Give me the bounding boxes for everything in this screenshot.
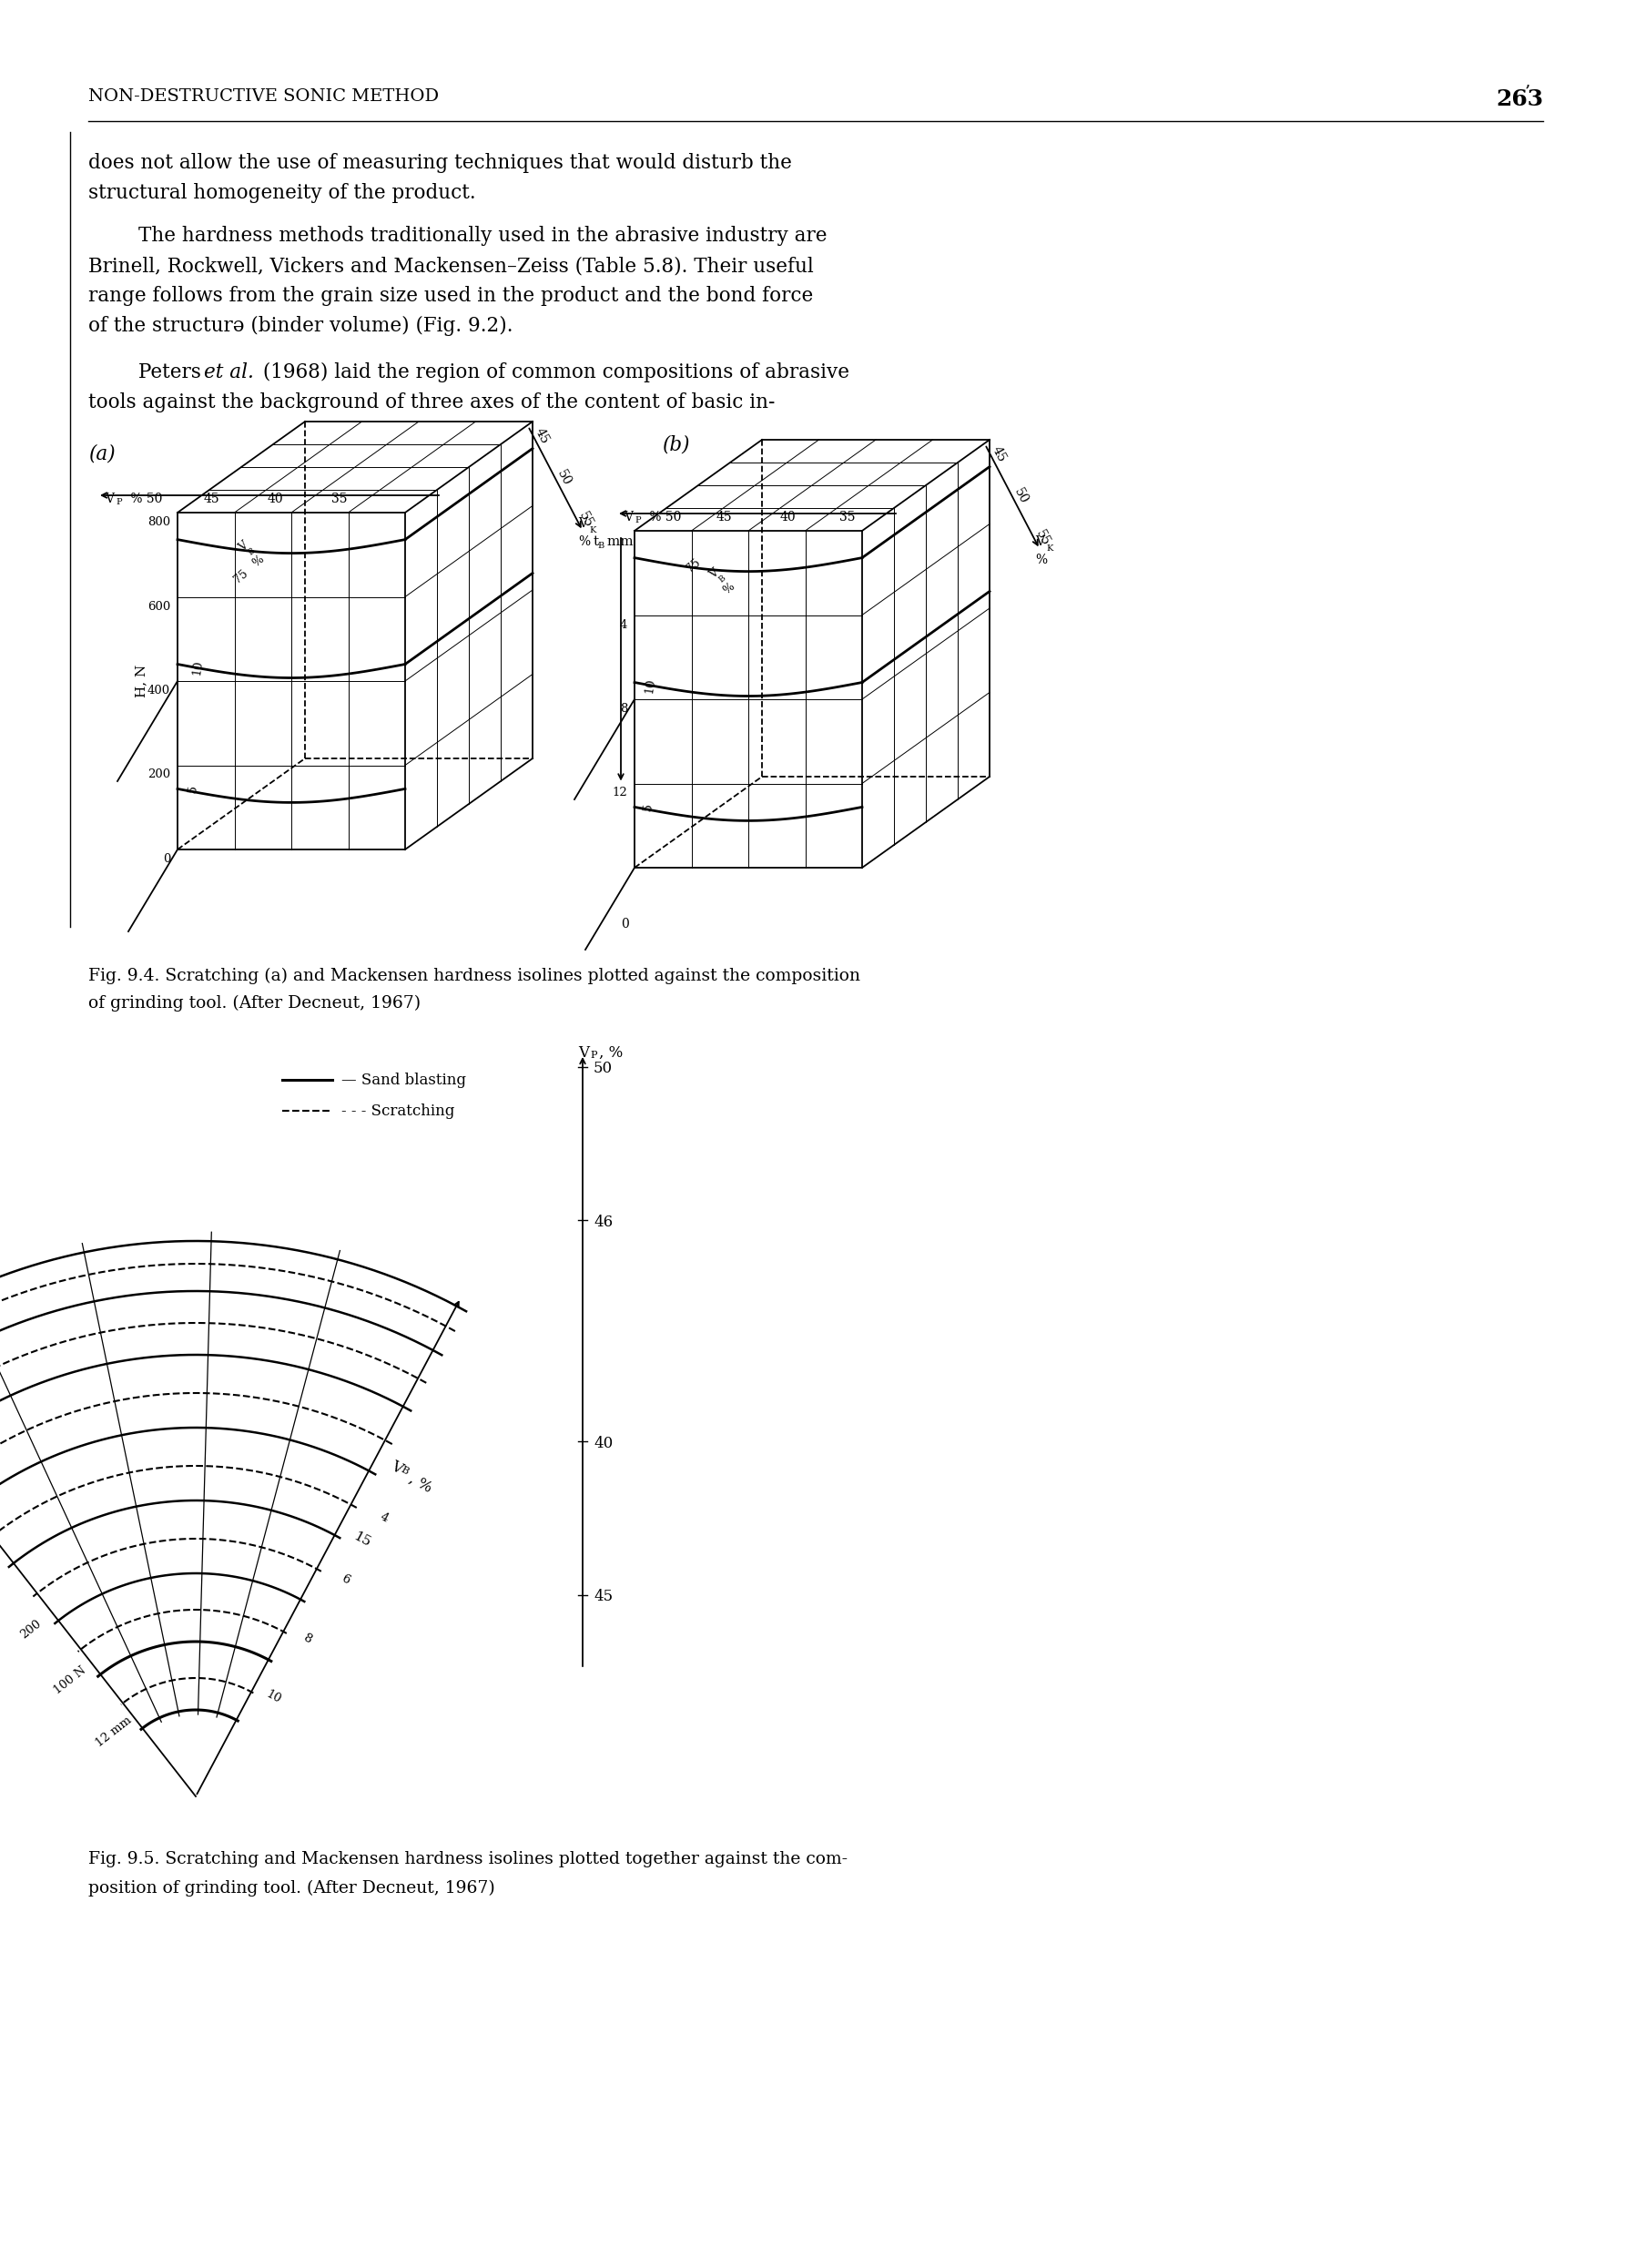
Text: K: K [1046,544,1053,553]
Text: 10: 10 [263,1687,283,1706]
Text: 10: 10 [644,678,658,694]
Text: 800: 800 [148,517,171,528]
Text: , %: , % [406,1472,434,1497]
Text: P: P [115,499,122,506]
Text: tools against the background of three axes of the content of basic in-: tools against the background of three ax… [88,392,775,413]
Text: 50: 50 [593,1061,613,1077]
Text: %: % [722,581,738,596]
Text: 35: 35 [332,492,348,506]
Text: 45: 45 [593,1590,613,1606]
Text: 400: 400 [148,685,171,696]
Text: 200: 200 [18,1617,44,1640]
Text: 5: 5 [187,785,200,794]
Text: %: % [250,553,266,569]
Text: V: V [707,567,722,581]
Text: %: % [578,535,590,549]
Text: P: P [634,517,640,524]
Text: 15: 15 [351,1529,374,1549]
Text: of grinding tool. (After Decneut, 1967): of grinding tool. (After Decneut, 1967) [88,996,421,1012]
Text: V: V [624,510,632,524]
Text: ’: ’ [1524,84,1531,100]
Text: B: B [247,547,257,556]
Text: — Sand blasting: — Sand blasting [341,1073,466,1089]
Text: B: B [598,542,604,549]
Text: (1968) laid the region of common compositions of abrasive: (1968) laid the region of common composi… [257,363,850,383]
Text: 55: 55 [577,510,595,531]
Text: 8: 8 [619,703,627,714]
Text: 6: 6 [340,1572,351,1585]
Text: 600: 600 [148,601,171,612]
Text: (a): (a) [88,445,115,465]
Text: P: P [590,1050,596,1059]
Text: 100 N: 100 N [52,1665,89,1696]
Text: B: B [400,1465,410,1476]
Text: 4: 4 [619,619,627,631]
Text: %: % [1035,553,1047,567]
Text: V: V [388,1458,405,1476]
Text: 5: 5 [642,803,655,812]
Text: 40: 40 [780,510,796,524]
Text: B: B [717,574,728,583]
Text: - - - Scratching: - - - Scratching [341,1105,455,1118]
Text: 50: 50 [1011,485,1030,506]
Text: 0: 0 [621,919,629,930]
Text: 46: 46 [593,1213,613,1229]
Text: V: V [237,540,250,553]
Text: H, N: H, N [135,665,148,699]
Text: 75: 75 [684,556,704,574]
Text: K: K [588,526,596,535]
Text: 10: 10 [192,658,205,676]
Text: V: V [1035,535,1045,549]
Text: Peters: Peters [138,363,208,383]
Text: range follows from the grain size used in the product and the bond force: range follows from the grain size used i… [88,286,812,306]
Text: t: t [593,535,600,549]
Text: , %: , % [600,1046,622,1061]
Text: V: V [104,492,114,506]
Text: 40: 40 [593,1436,613,1452]
Text: (b): (b) [661,435,689,456]
Text: 45: 45 [533,426,551,447]
Text: 45: 45 [203,492,219,506]
Text: 35: 35 [840,510,855,524]
Text: 8: 8 [301,1633,314,1647]
Text: 45: 45 [990,445,1009,465]
Text: 40: 40 [268,492,284,506]
Text: % 50: % 50 [645,510,681,524]
Text: Fig. 9.4. Scratching (a) and Mackensen hardness isolines plotted against the com: Fig. 9.4. Scratching (a) and Mackensen h… [88,968,860,984]
Text: Brinell, Rockwell, Vickers and Mackensen–Zeiss (Table 5.8). Their useful: Brinell, Rockwell, Vickers and Mackensen… [88,256,814,277]
Text: 12: 12 [613,787,627,798]
Text: The hardness methods traditionally used in the abrasive industry are: The hardness methods traditionally used … [138,227,827,245]
Text: % 50: % 50 [127,492,162,506]
Text: V: V [578,517,587,531]
Text: NON-DESTRUCTIVE SONIC METHOD: NON-DESTRUCTIVE SONIC METHOD [88,88,439,104]
Text: 200: 200 [148,769,171,780]
Text: Fig. 9.5. Scratching and Mackensen hardness isolines plotted together against th: Fig. 9.5. Scratching and Mackensen hardn… [88,1851,848,1867]
Text: 75: 75 [232,567,250,585]
Text: 50: 50 [554,467,574,488]
Text: does not allow the use of measuring techniques that would disturb the: does not allow the use of measuring tech… [88,152,791,172]
Text: structural homogeneity of the product.: structural homogeneity of the product. [88,184,476,204]
Text: 55: 55 [1034,528,1051,549]
Text: mm: mm [603,535,634,549]
Text: 263: 263 [1495,88,1544,111]
Text: of the structurə (binder volume) (Fig. 9.2).: of the structurə (binder volume) (Fig. 9… [88,315,514,336]
Text: 4: 4 [379,1510,390,1524]
Text: position of grinding tool. (After Decneut, 1967): position of grinding tool. (After Decneu… [88,1880,496,1896]
Text: 12 mm: 12 mm [94,1715,133,1749]
Text: 45: 45 [717,510,733,524]
Text: et al.: et al. [203,363,253,383]
Text: V: V [578,1046,588,1061]
Text: 0: 0 [162,853,171,864]
